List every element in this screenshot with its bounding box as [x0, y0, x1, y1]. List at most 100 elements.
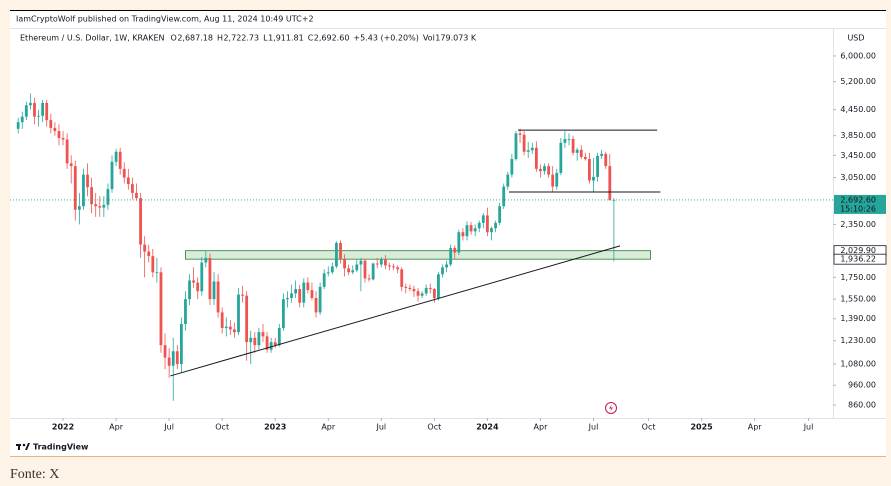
candle-body [147, 251, 151, 257]
candle-body [20, 116, 24, 123]
candle-body [65, 139, 69, 164]
brand: TradingView [33, 443, 89, 452]
y-tick-label: 3,850.00 [840, 131, 876, 140]
candle-body [363, 260, 367, 279]
candle-body [559, 142, 563, 173]
candle-body [281, 299, 285, 329]
candle-body [53, 127, 57, 132]
candle-body [367, 278, 371, 280]
legend-key: C [308, 34, 314, 43]
candle-body [37, 115, 40, 117]
candle-body [416, 291, 420, 296]
x-tick-label: Oct [215, 423, 229, 432]
y-tick-label: 3,050.00 [840, 173, 876, 182]
candle-body [318, 286, 322, 313]
candle-body [269, 342, 273, 350]
candle-body [457, 232, 461, 253]
y-tick-label: 1,550.00 [840, 295, 876, 304]
candle-body [453, 248, 457, 253]
candle-body [118, 151, 122, 169]
candle-body [110, 161, 114, 190]
candle-body [375, 263, 379, 265]
candle-body [237, 294, 240, 333]
legend-key: Vol [423, 34, 435, 43]
x-tick-label: Jul [588, 423, 599, 432]
candle-body [41, 102, 45, 116]
y-tick-label: 1,390.00 [840, 314, 876, 323]
candle-body [473, 228, 477, 232]
candle-body [437, 274, 440, 299]
candle-body [604, 153, 608, 167]
candle-body [555, 172, 559, 187]
candle-body [200, 262, 204, 292]
y-tick-label: 3,450.00 [840, 151, 876, 160]
candle-body [29, 102, 32, 106]
candle-body [82, 174, 85, 207]
candle-body [45, 102, 49, 121]
candle-body [571, 138, 575, 153]
candle-body [249, 337, 253, 343]
zone [185, 250, 652, 260]
candle-body [322, 273, 326, 287]
candle-body [600, 153, 604, 156]
candle-body [155, 272, 159, 274]
candle-body [359, 260, 363, 265]
symbol: Ethereum / U.S. Dollar, 1W, KRAKEN [20, 34, 165, 43]
candle-body [159, 272, 163, 346]
y-tick-label: 5,200.00 [840, 77, 876, 86]
drawing-line [170, 245, 621, 377]
candle-body [208, 257, 212, 300]
legend-value: 2,692.60 [314, 34, 350, 43]
candle-body [396, 267, 400, 270]
candle-body [469, 225, 473, 232]
candle-body [543, 166, 546, 172]
candle-body [563, 138, 567, 143]
legend-value: 2,722.73 [223, 34, 259, 43]
candle-body [192, 280, 196, 283]
y-tick-label: 960.00 [848, 381, 876, 390]
candle-body [481, 215, 485, 223]
candle-body [514, 133, 518, 160]
candle-body [131, 184, 134, 193]
candle-body [477, 222, 481, 229]
y-tick-label: 4,450.00 [840, 105, 876, 114]
candle-body [98, 206, 102, 208]
candle-body [330, 266, 334, 273]
candle-body [220, 312, 224, 329]
candle-body [273, 342, 277, 346]
x-tick-label: Oct [427, 423, 441, 432]
x-tick-label: Apr [321, 423, 336, 432]
candle-body [233, 329, 236, 333]
y-tick-label: 6,000.00 [840, 51, 876, 60]
candle-body [575, 149, 579, 153]
y-tick-label: 1,750.00 [840, 273, 876, 282]
published: IamCryptoWolf published on TradingView.c… [16, 15, 314, 24]
x-tick-label: Jul [375, 423, 386, 432]
candle-body [400, 269, 404, 287]
candle-body [224, 326, 228, 329]
y-tick-label: 860.00 [848, 401, 876, 410]
candle-body [498, 206, 502, 223]
candle-body [69, 163, 73, 167]
brand-logo [16, 443, 30, 450]
candle-body [551, 174, 555, 187]
candle-body [286, 298, 289, 300]
countdown: 15:10:26 [840, 204, 876, 213]
candle-body [196, 282, 200, 292]
candle-body [298, 289, 302, 303]
candle-body [379, 259, 383, 265]
x-tick-label: Apr [748, 423, 763, 432]
price-label-box [834, 194, 886, 214]
candle-body [539, 168, 542, 172]
candle-body [167, 357, 171, 366]
candle-body [383, 259, 387, 266]
candle-body [388, 265, 391, 267]
legend-key: O [171, 34, 177, 43]
event-icon [605, 402, 617, 414]
candle-body [143, 244, 147, 252]
candle-body [412, 289, 416, 292]
candle-body [339, 242, 342, 259]
candle-body [277, 328, 281, 346]
candle-body [518, 133, 522, 135]
